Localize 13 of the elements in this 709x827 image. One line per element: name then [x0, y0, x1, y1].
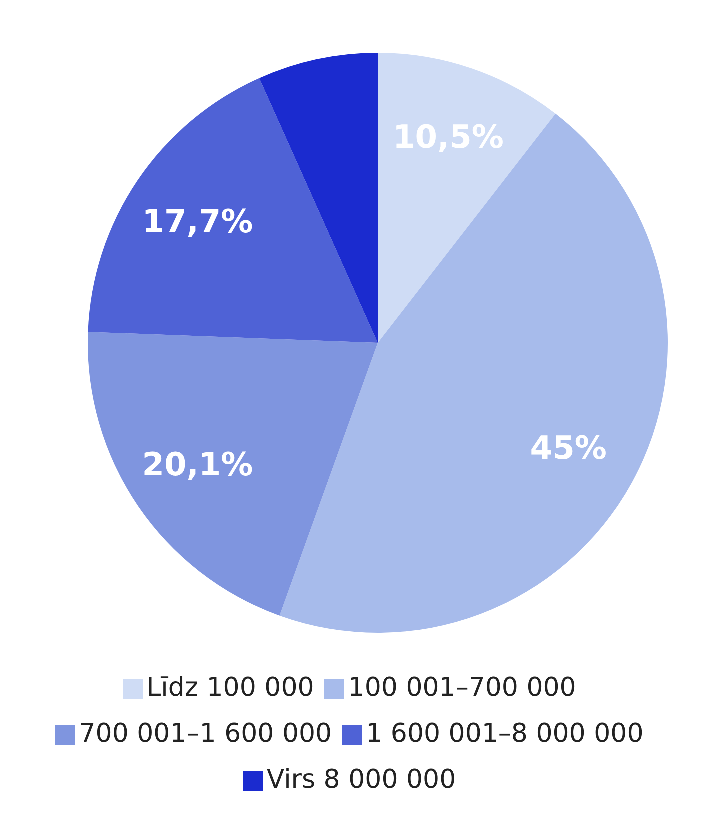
- data-label: 45%: [530, 428, 607, 467]
- legend-label: 700 001–1 600 000: [79, 719, 332, 749]
- pie-slice: [88, 78, 378, 343]
- pie-slice: [259, 53, 378, 343]
- legend-label: 100 001–700 000: [348, 673, 576, 703]
- data-label: 17,7%: [142, 202, 254, 240]
- pie-slice: [280, 114, 668, 633]
- pie-slice: [88, 332, 378, 616]
- legend-label: 1 600 001–8 000 000: [366, 719, 644, 749]
- legend-label: Virs 8 000 000: [266, 765, 456, 795]
- legend-label: Līdz 100 000: [146, 673, 314, 703]
- pie-slice: [378, 53, 556, 343]
- data-label: 20,1%: [142, 446, 254, 484]
